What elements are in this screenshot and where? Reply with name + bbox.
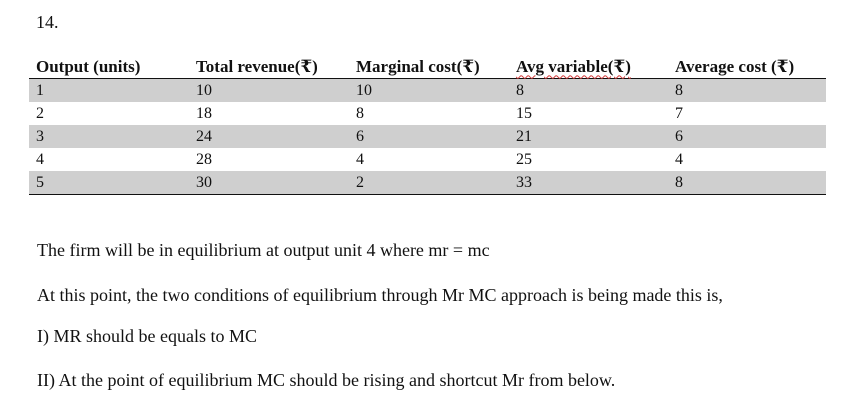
cell-avg-variable: 25: [516, 150, 532, 168]
cell-output: 3: [29, 125, 189, 148]
table-row: 1 10 10 8 8: [29, 78, 826, 102]
table-row: 5 30 2 33 8: [29, 171, 826, 195]
cell-total-revenue: 30: [189, 171, 349, 195]
condition-two: II) At the point of equilibrium MC shoul…: [37, 370, 616, 390]
header-total-revenue: Total revenue(₹): [189, 55, 349, 79]
cell-total-revenue: 18: [196, 104, 212, 122]
table-header-row: Output (units) Total revenue(₹) Marginal…: [29, 55, 826, 79]
cell-marginal-cost: 6: [349, 125, 509, 148]
cell-avg-variable: 21: [509, 125, 668, 148]
cell-average-cost: 7: [675, 104, 683, 122]
question-number: 14.: [36, 12, 59, 32]
cell-output: 2: [36, 104, 44, 122]
table-row: 2 18 8 15 7: [29, 102, 826, 125]
header-marginal-cost: Marginal cost(₹): [349, 55, 509, 79]
condition-one: I) MR should be equals to MC: [37, 326, 257, 346]
cell-total-revenue: 28: [196, 150, 212, 168]
conditions-intro: At this point, the two conditions of equ…: [37, 285, 723, 305]
cell-total-revenue: 24: [189, 125, 349, 148]
header-output: Output (units): [29, 55, 189, 79]
header-avg-variable: Avg variable(₹): [509, 55, 668, 79]
table-row: 3 24 6 21 6: [29, 125, 826, 148]
cell-marginal-cost: 10: [349, 78, 509, 102]
cell-marginal-cost: 2: [349, 171, 509, 195]
cell-output: 4: [36, 150, 44, 168]
cell-avg-variable: 15: [516, 104, 532, 122]
cell-average-cost: 6: [668, 125, 826, 148]
cell-avg-variable: 33: [509, 171, 668, 195]
cost-revenue-table: Output (units) Total revenue(₹) Marginal…: [29, 55, 826, 195]
table-row: 4 28 4 25 4: [29, 148, 826, 171]
header-average-cost: Average cost (₹): [668, 55, 826, 79]
cell-average-cost: 8: [668, 171, 826, 195]
cell-avg-variable: 8: [509, 78, 668, 102]
equilibrium-statement: The firm will be in equilibrium at outpu…: [37, 240, 490, 260]
cell-marginal-cost: 8: [356, 104, 364, 122]
cell-total-revenue: 10: [189, 78, 349, 102]
cell-marginal-cost: 4: [356, 150, 364, 168]
cell-output: 5: [29, 171, 189, 195]
cell-output: 1: [29, 78, 189, 102]
header-avg-variable-label: Avg variable(₹): [516, 56, 631, 76]
cell-average-cost: 8: [668, 78, 826, 102]
cell-average-cost: 4: [675, 150, 683, 168]
